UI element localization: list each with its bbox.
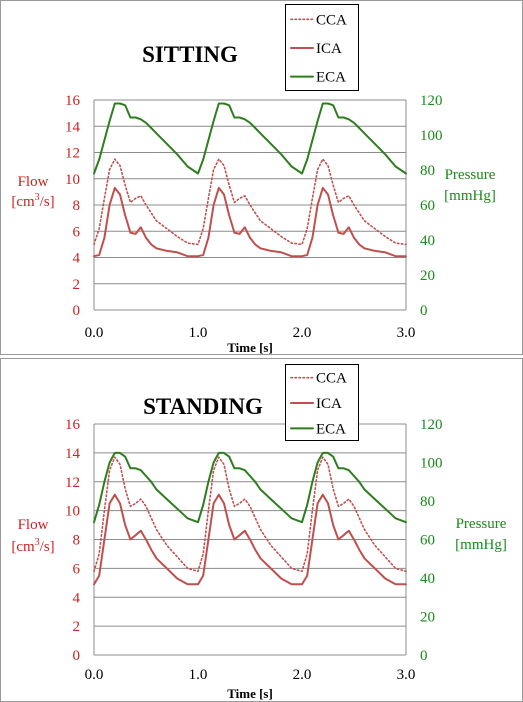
legend-label: ICA (316, 41, 342, 57)
legend-label: ECA (316, 421, 346, 437)
y-tick-label: 0 (73, 303, 81, 319)
y2-tick-label: 80 (420, 494, 435, 510)
x-tick-label: 1.0 (189, 325, 208, 341)
y-tick-label: 10 (65, 172, 80, 188)
y-tick-label: 12 (65, 475, 80, 491)
y2-tick-label: 60 (420, 198, 435, 214)
series-line-ica (93, 186, 407, 258)
y2-tick-label: 100 (420, 128, 443, 144)
y-tick-label: 8 (73, 533, 81, 549)
y-tick-label: 14 (65, 446, 81, 462)
y-axis-unit: [cm3/s] (11, 192, 54, 210)
y2-tick-label: 0 (420, 648, 428, 664)
y-tick-label: 16 (65, 93, 81, 109)
series-line-cca (93, 456, 407, 573)
y-tick-label: 16 (65, 417, 81, 433)
y2-tick-label: 60 (420, 533, 435, 549)
series-line-eca (93, 102, 407, 175)
y-axis-label: Flow (18, 174, 49, 190)
series-line-ica (93, 493, 407, 586)
legend-label: ICA (316, 396, 342, 412)
y-tick-label: 4 (73, 251, 81, 267)
x-tick-label: 1.0 (189, 667, 208, 683)
y2-tick-label: 120 (420, 93, 443, 109)
legend-label: CCA (316, 12, 347, 28)
y-tick-label: 6 (73, 224, 81, 240)
series-line-cca (93, 158, 407, 246)
y-tick-label: 2 (73, 277, 81, 293)
y-tick-label: 2 (73, 619, 81, 635)
y2-tick-label: 100 (420, 456, 443, 472)
y2-tick-label: 80 (420, 163, 435, 179)
chart-title: STANDING (143, 394, 263, 419)
x-axis-label: Time [s] (227, 686, 273, 701)
y-tick-label: 12 (65, 146, 80, 162)
chart-svg: 0 2 4 6 8 10 12 14 16 0 20 40 60 80 100 120 0.0 1.0 2.0 3.0… (0, 358, 523, 702)
chart-svg: 0 2 4 6 8 10 12 14 16 0 20 40 60 80 100 120 0.0 1.0 2.0 3.0… (0, 0, 523, 355)
y2-axis-label: Pressure (445, 167, 496, 183)
x-tick-label: 2.0 (293, 325, 312, 341)
chart-title: SITTING (142, 42, 238, 67)
y2-axis-label: Pressure (456, 516, 507, 532)
y-axis-label: Flow (18, 517, 49, 533)
y2-tick-label: 20 (420, 610, 435, 626)
y2-tick-label: 0 (420, 303, 428, 319)
x-tick-label: 3.0 (397, 325, 416, 341)
y-tick-label: 14 (65, 119, 81, 135)
y2-tick-label: 40 (420, 571, 435, 587)
x-tick-label: 3.0 (397, 667, 416, 683)
legend-label: ECA (316, 70, 346, 86)
x-tick-label: 2.0 (293, 667, 312, 683)
y-tick-label: 4 (73, 590, 81, 606)
y-tick-label: 8 (73, 198, 81, 214)
series-line-eca (93, 451, 407, 524)
y2-axis-unit: [mmHg] (444, 188, 496, 204)
y-tick-label: 6 (73, 561, 81, 577)
y-axis-unit: [cm3/s] (11, 537, 54, 555)
y-tick-label: 10 (65, 504, 80, 520)
x-axis-label: Time [s] (227, 340, 273, 355)
y2-tick-label: 40 (420, 233, 435, 249)
x-tick-label: 0.0 (85, 325, 104, 341)
y2-tick-label: 120 (420, 417, 443, 433)
sitting-panel: 0 2 4 6 8 10 12 14 16 0 20 40 60 80 100 120 0.0 1.0 2.0 3.0… (0, 0, 523, 355)
legend-label: CCA (316, 371, 347, 387)
x-tick-label: 0.0 (85, 667, 104, 683)
y-tick-label: 0 (73, 648, 81, 664)
y2-axis-unit: [mmHg] (455, 537, 507, 553)
y2-tick-label: 20 (420, 268, 435, 284)
standing-panel: 0 2 4 6 8 10 12 14 16 0 20 40 60 80 100 120 0.0 1.0 2.0 3.0… (0, 358, 523, 702)
